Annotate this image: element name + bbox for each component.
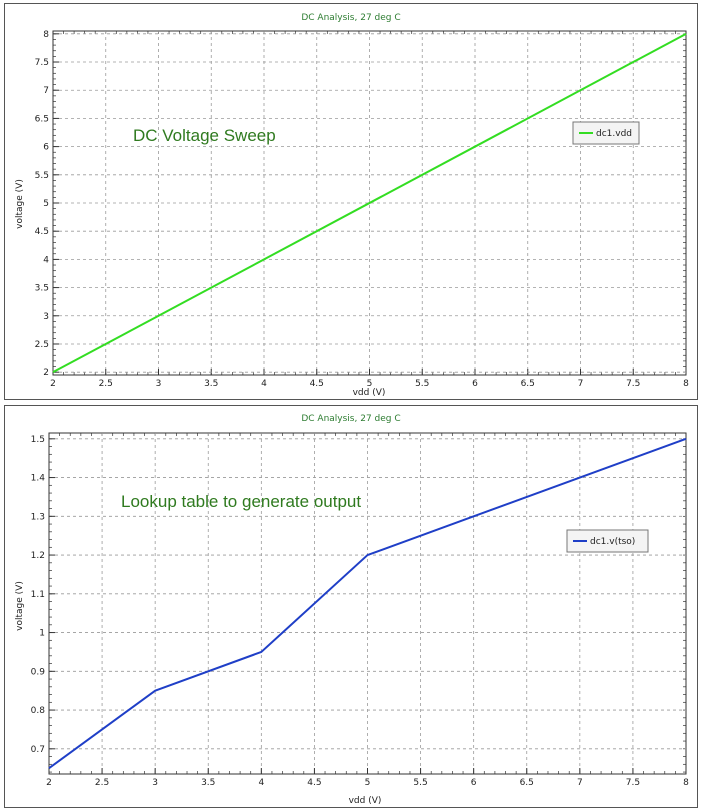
x-tick-label: 2 xyxy=(46,778,52,788)
y-tick-label: 7 xyxy=(43,86,49,96)
x-tick-label: 7 xyxy=(577,778,583,788)
lookup-table-chart: DC Analysis, 27 deg C 2 2.5 3 3.5 4 4.5 5 5.5 6 6… xyxy=(15,414,689,806)
chart-title: DC Analysis, 27 deg C xyxy=(301,414,400,424)
y-tick-label: 4 xyxy=(43,255,49,265)
x-tick-label: 6 xyxy=(471,778,477,788)
series-layer xyxy=(48,437,687,769)
x-tick-label: 4 xyxy=(261,379,267,389)
x-tick-label: 5 xyxy=(365,778,371,788)
x-tick-label: 4.5 xyxy=(307,778,321,788)
chart-panel-top: DC Analysis, 27 deg C 2 2.5 3 3.5 4 4.5 5 5.5 6 6… xyxy=(4,3,698,400)
y-tick-label: 1.1 xyxy=(31,590,45,600)
chart-annotation: Lookup table to generate output xyxy=(121,492,361,511)
grid: 2 2.5 3 3.5 4 4.5 5 5.5 6 6.5 7 7.5 8 0.7 0.8 0.9 1 1.1 1.… xyxy=(31,432,689,788)
series-layer xyxy=(52,32,687,374)
y-tick-label: 2.5 xyxy=(35,340,49,350)
x-tick-label: 8 xyxy=(683,778,689,788)
x-tick-label: 8 xyxy=(683,379,689,389)
x-axis-label: vdd (V) xyxy=(353,388,386,398)
y-tick-label: 1.5 xyxy=(31,435,45,445)
x-tick-label: 2.5 xyxy=(99,379,113,389)
x-tick-label: 6 xyxy=(472,379,478,389)
y-tick-label: 1.3 xyxy=(31,512,45,522)
legend: dc1.v(tso) xyxy=(566,529,649,553)
y-tick-label: 5.5 xyxy=(35,171,49,181)
y-tick-label: 3 xyxy=(43,312,49,322)
x-tick-label: 4 xyxy=(258,778,264,788)
x-axis-label: vdd (V) xyxy=(349,796,382,806)
y-tick-label: 8 xyxy=(43,30,49,40)
x-tick-label: 5.5 xyxy=(415,379,429,389)
y-tick-label: 0.9 xyxy=(31,667,46,677)
y-tick-label: 1.4 xyxy=(31,474,46,484)
x-tick-label: 4.5 xyxy=(310,379,324,389)
x-tick-label: 7.5 xyxy=(626,379,640,389)
y-tick-label: 1 xyxy=(39,629,45,639)
x-tick-label: 3 xyxy=(152,778,158,788)
x-tick-label: 6.5 xyxy=(520,778,534,788)
x-tick-label: 2.5 xyxy=(95,778,109,788)
y-tick-label: 0.8 xyxy=(31,706,46,716)
chart-title: DC Analysis, 27 deg C xyxy=(301,13,400,23)
chart-annotation: DC Voltage Sweep xyxy=(133,126,276,145)
y-tick-label: 4.5 xyxy=(35,227,49,237)
y-tick-label: 1.2 xyxy=(31,551,45,561)
x-tick-label: 5 xyxy=(367,379,373,389)
y-tick-label: 2 xyxy=(43,368,49,378)
legend-box xyxy=(572,121,640,145)
dc-sweep-chart: DC Analysis, 27 deg C 2 2.5 3 3.5 4 4.5 5 5.5 6 6… xyxy=(15,13,689,398)
legend-label: dc1.vdd xyxy=(596,129,632,139)
y-axis-label: voltage (V) xyxy=(15,179,25,229)
legend-label: dc1.v(tso) xyxy=(590,537,635,547)
x-tick-label: 7.5 xyxy=(626,778,640,788)
y-tick-label: 6 xyxy=(43,143,49,153)
x-tick-label: 5.5 xyxy=(413,778,427,788)
legend: dc1.vdd xyxy=(572,121,640,145)
x-tick-label: 3.5 xyxy=(201,778,215,788)
x-tick-label: 7 xyxy=(578,379,584,389)
y-tick-label: 3.5 xyxy=(35,284,49,294)
x-tick-label: 6.5 xyxy=(521,379,535,389)
x-tick-label: 2 xyxy=(50,379,56,389)
legend-box xyxy=(566,529,649,553)
series-line xyxy=(48,437,687,769)
y-axis-label: voltage (V) xyxy=(15,581,25,631)
y-tick-label: 5 xyxy=(43,199,49,209)
y-tick-label: 0.7 xyxy=(31,745,45,755)
chart-panel-bottom: DC Analysis, 27 deg C 2 2.5 3 3.5 4 4.5 5 5.5 6 6… xyxy=(4,405,698,808)
y-tick-label: 7.5 xyxy=(35,58,49,68)
x-tick-label: 3 xyxy=(156,379,162,389)
y-tick-label: 6.5 xyxy=(35,114,49,124)
x-tick-label: 3.5 xyxy=(204,379,218,389)
series-line xyxy=(52,32,687,374)
